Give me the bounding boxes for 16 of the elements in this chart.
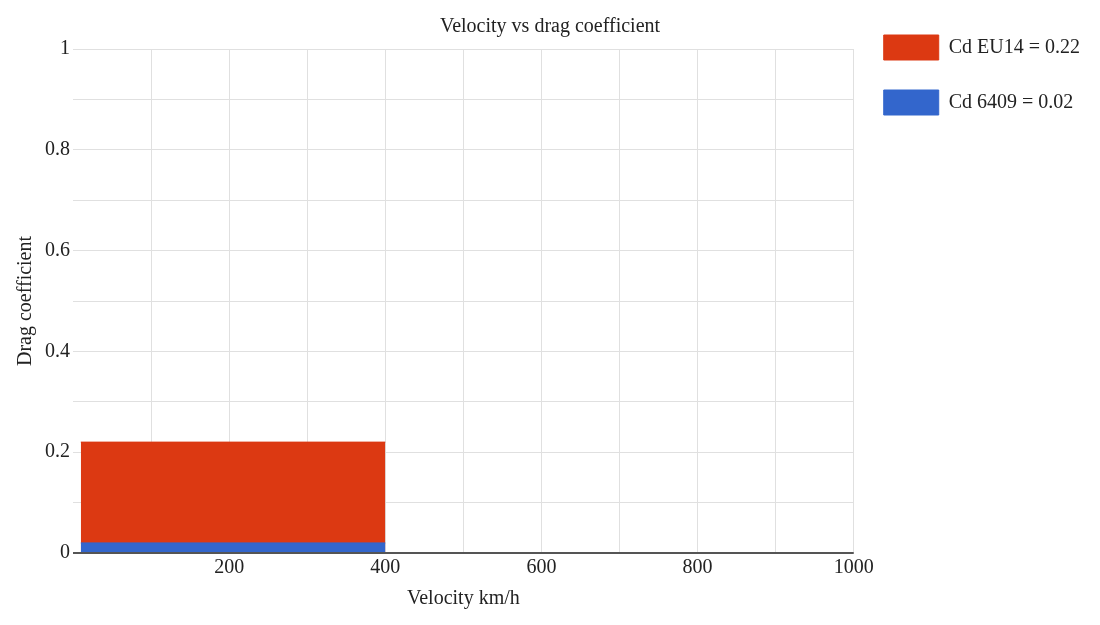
legend-label: Cd EU14 = 0.22 bbox=[948, 34, 1080, 57]
chart-title: Velocity vs drag coefficient bbox=[439, 14, 661, 38]
y-axis-title: Drag coefficient bbox=[13, 235, 37, 367]
y-tick-label: 0.2 bbox=[45, 439, 70, 462]
x-tick-label: 1000 bbox=[833, 555, 874, 578]
legend-label: Cd 6409 = 0.02 bbox=[948, 89, 1074, 112]
x-tick-label: 200 bbox=[214, 555, 245, 578]
x-axis-title: Velocity km/h bbox=[406, 586, 520, 610]
x-tick-label: 400 bbox=[370, 555, 401, 578]
y-tick-label: 0.4 bbox=[45, 338, 70, 361]
y-tick-label: 0 bbox=[60, 540, 70, 563]
y-tick-label: 0.6 bbox=[45, 237, 70, 260]
y-tick-label: 0.8 bbox=[45, 137, 70, 160]
y-tick-label: 1 bbox=[60, 36, 70, 59]
x-tick-label: 800 bbox=[682, 555, 713, 578]
x-tick-label: 600 bbox=[526, 555, 557, 578]
